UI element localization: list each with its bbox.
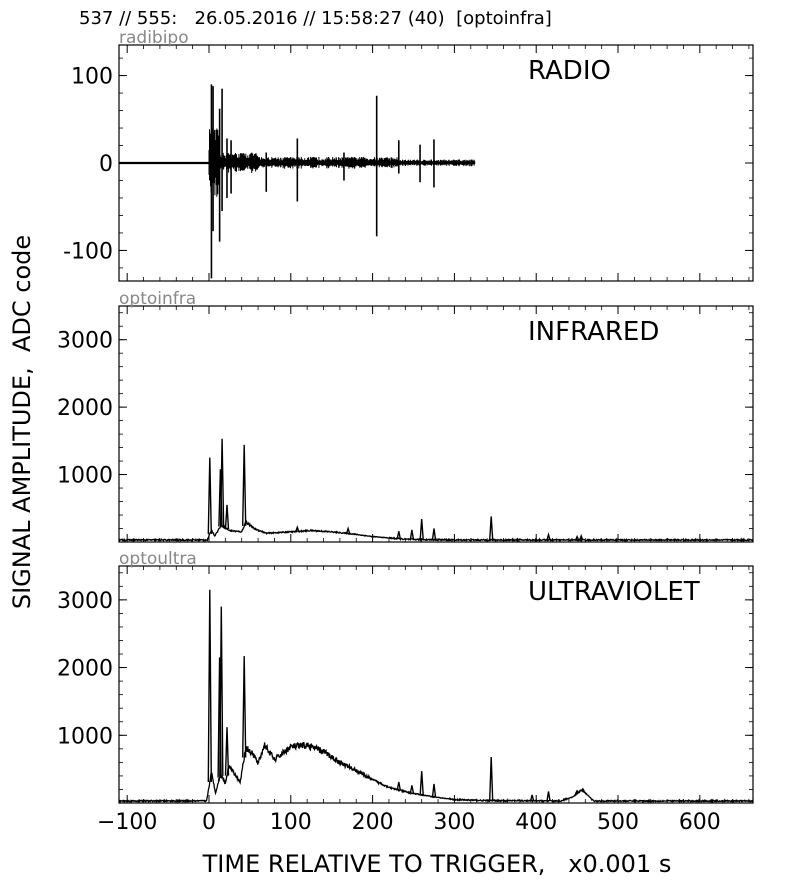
signal-trace [119,84,476,279]
signal-spike [580,787,585,792]
panel-frame [118,305,754,543]
x-tick-label: 400 [515,810,557,835]
panel-title: RADIO [528,56,611,86]
y-tick-label: 1000 [57,464,113,489]
radio-noise [208,128,476,197]
y-tick-label: 2000 [57,657,113,682]
signal-spike [419,771,424,795]
signal-spike [396,781,401,791]
y-tick-label: -100 [63,239,113,264]
panel-title: INFRARED [528,317,659,347]
panel-ultraviolet: optoultra ULTRAVIOLET 1000 2000 3000 −100 0 100… [57,549,754,835]
signal-spike [242,656,247,758]
signal-spike [219,438,225,526]
signal-spike [219,606,224,776]
channel-label: radibipo [119,28,189,48]
panel-infrared: optoinfra INFRARED 1000 2000 3000 [57,289,754,543]
signal-spike [207,457,212,534]
y-tick-label: 3000 [57,329,113,354]
y-tick-label: 0 [99,152,113,177]
signal-spike [345,526,351,534]
x-tick-label: 200 [352,810,394,835]
signal-spike [579,533,584,541]
x-axis-label: TIME RELATIVE TO TRIGGER, x0.001 s [202,850,672,878]
panel-title: ULTRAVIOLET [528,577,700,607]
x-tick-label: 300 [433,810,475,835]
plot-header: 537 // 555: 26.05.2016 // 15:58:27 (40) … [79,8,552,29]
signal-spike [242,444,247,526]
signal-spike [489,516,494,541]
signal-spike [489,756,494,801]
signal-spike [409,785,415,794]
y-tick-label: 1000 [57,724,113,749]
signal-envelope [119,519,753,542]
x-tick-label: 600 [679,810,721,835]
signal-spike [224,504,230,529]
signal-spike [419,519,424,540]
signal-trace [119,589,753,803]
panel-radio: radibipo RADIO -100 0 100 [63,28,754,282]
signal-spike [207,589,212,783]
signal-spike [295,525,300,532]
signal-envelope [119,741,753,803]
channel-label: optoultra [119,549,197,569]
panel-frame [118,565,754,804]
x-tick-label: −100 [97,810,157,835]
channel-label: optoinfra [119,289,196,309]
signal-spike [546,531,551,541]
x-tick-label: 500 [597,810,639,835]
signal-spike [529,794,535,801]
y-tick-label: 2000 [57,396,113,421]
signal-spike [431,528,437,540]
signal-spike [409,529,415,540]
signal-spike [396,531,401,539]
x-tick-label: 0 [202,810,216,835]
y-tick-label: 3000 [57,589,113,614]
signal-spike [574,534,580,541]
y-tick-label: 100 [71,65,113,90]
signal-trace [119,438,753,542]
signal-spike [431,783,437,797]
signal-spike [546,791,551,802]
signal-spike [224,727,230,776]
signal-spike [574,789,580,794]
x-tick-label: 100 [270,810,312,835]
